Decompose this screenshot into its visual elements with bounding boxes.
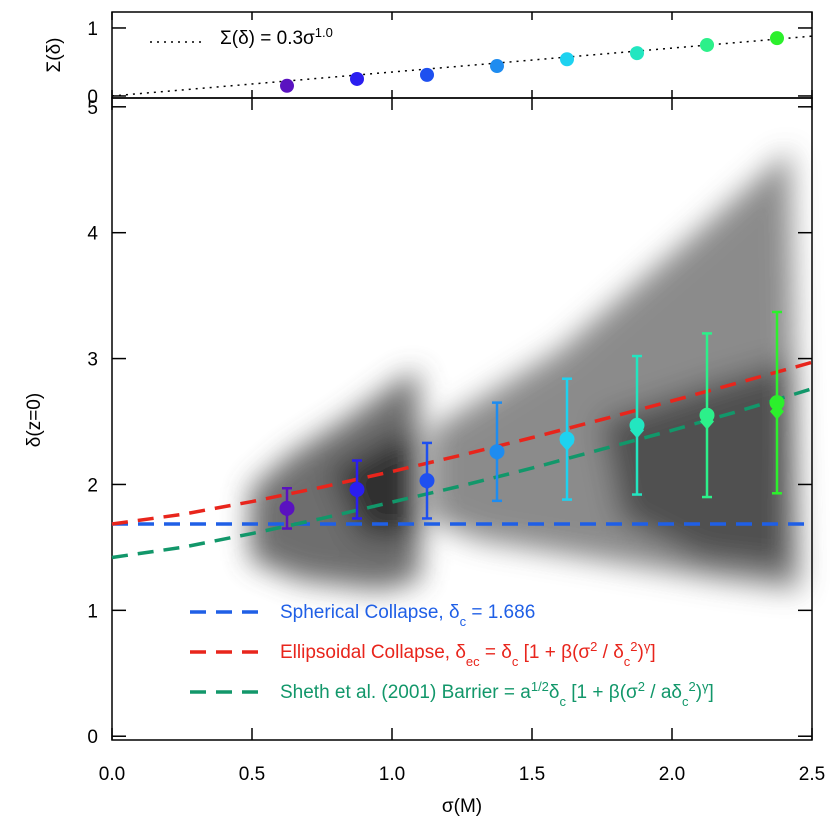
y-tick-label: 5: [87, 98, 98, 119]
legend-label: Σ(δ) = 0.3σ1.0: [220, 25, 333, 50]
point: [490, 59, 504, 74]
x-tick-label: 2.5: [799, 764, 825, 785]
label-part: 2: [590, 639, 597, 654]
mean-marker: [629, 417, 645, 433]
label-part: c: [624, 654, 631, 669]
label-part: ]: [709, 682, 714, 703]
x-tick-label: 0.0: [99, 764, 125, 785]
label-part: γ: [644, 639, 651, 654]
point: [770, 31, 784, 46]
point: [350, 71, 364, 86]
label-part: Spherical Collapse, δ: [280, 602, 460, 623]
x-tick-label: 2.0: [659, 764, 685, 785]
label-part: ): [638, 642, 644, 663]
y-tick-label: 2: [87, 475, 98, 496]
mean-marker: [769, 395, 785, 411]
label-part: Σ(δ) = 0.3σ: [220, 28, 315, 49]
label-part: c: [512, 654, 519, 669]
point: [700, 37, 714, 52]
label-part: ec: [466, 654, 480, 669]
x-tick-label: 0.5: [239, 764, 265, 785]
label-part: 1.0: [315, 25, 333, 40]
top-y-label: Σ(δ): [44, 38, 65, 73]
y-tick-label: 1: [87, 601, 98, 622]
main-y-label: δ(z=0): [24, 393, 45, 447]
mean-marker: [489, 444, 505, 460]
label-part: Ellipsoidal Collapse, δ: [280, 642, 466, 663]
label-part: 1/2: [531, 679, 549, 694]
fit-line: [111, 35, 813, 97]
x-label: σ(M): [442, 796, 482, 817]
legend-label: Spherical Collapse, δc = 1.686: [280, 602, 535, 629]
label-part: ]: [650, 642, 655, 663]
label-part: c: [460, 614, 467, 629]
y-tick-label: 0: [87, 87, 98, 108]
label-part: = 1.686: [466, 602, 535, 623]
y-tick-label: 0: [87, 727, 98, 748]
point: [560, 52, 574, 67]
mean-marker: [419, 473, 435, 489]
x-tick-label: 1.0: [379, 764, 405, 785]
top-frame: [111, 11, 813, 99]
y-tick-label: 4: [87, 224, 98, 245]
label-part: γ: [702, 679, 709, 694]
label-part: / δ: [597, 642, 623, 663]
label-part: c: [560, 694, 567, 709]
label-part: δ: [549, 682, 560, 703]
label-part: 2: [630, 639, 637, 654]
label-part: c: [682, 694, 689, 709]
y-tick-label: 1: [87, 19, 98, 40]
label-part: [1 + β(σ: [566, 682, 638, 703]
mean-marker: [559, 431, 575, 447]
mean-marker: [349, 481, 365, 497]
main-frame: [111, 97, 813, 741]
mean-marker: [279, 500, 295, 516]
label-part: ): [696, 682, 702, 703]
point: [630, 46, 644, 61]
label-part: = δ: [480, 642, 512, 663]
label-part: Sheth et al. (2001) Barrier = a: [280, 682, 531, 703]
label-part: / aδ: [645, 682, 682, 703]
legend-label: Ellipsoidal Collapse, δec = δc [1 + β(σ2…: [280, 639, 656, 669]
point: [420, 67, 434, 82]
mean-marker: [699, 407, 715, 423]
point: [280, 78, 294, 93]
label-part: 2: [638, 679, 645, 694]
model-line: [111, 387, 813, 560]
x-tick-label: 1.5: [519, 764, 545, 785]
legend-label: Sheth et al. (2001) Barrier = a1/2δc [1 …: [280, 679, 714, 709]
label-part: 2: [688, 679, 695, 694]
model-line: [111, 360, 813, 526]
y-tick-label: 3: [87, 350, 98, 371]
label-part: [1 + β(σ: [518, 642, 590, 663]
